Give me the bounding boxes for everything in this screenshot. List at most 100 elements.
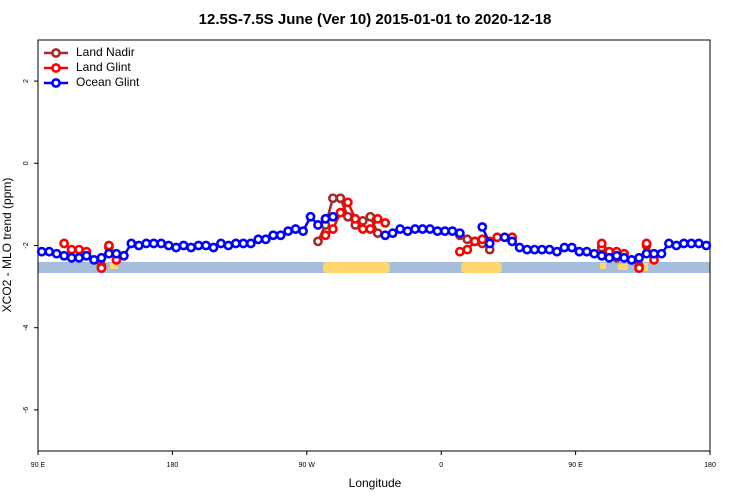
data-point (328, 211, 338, 222)
data-point (230, 238, 241, 249)
data-point (402, 226, 413, 237)
data-point (104, 248, 114, 259)
data-point (469, 236, 480, 247)
land-strip (618, 264, 628, 270)
data-point (447, 226, 458, 237)
x-tick-label: 90 E (568, 462, 583, 469)
data-point (104, 240, 114, 251)
data-point (260, 234, 271, 245)
data-point (59, 238, 70, 249)
data-point (372, 213, 383, 224)
data-point (298, 226, 308, 237)
legend-label: Ocean Glint (76, 75, 140, 89)
legend-marker (51, 48, 61, 58)
data-point (320, 230, 331, 241)
data-point (171, 242, 182, 253)
data-point (357, 215, 368, 226)
data-point (290, 224, 301, 234)
data-point (111, 248, 122, 259)
data-point (313, 236, 323, 247)
data-point (96, 263, 107, 274)
data-point (133, 240, 144, 251)
data-point (395, 224, 406, 234)
data-point (342, 197, 353, 208)
data-point (96, 252, 107, 263)
data-point (649, 248, 659, 259)
data-point (477, 222, 488, 232)
data-point (59, 250, 70, 261)
data-point (283, 226, 294, 237)
data-point (245, 238, 256, 249)
map-strip (38, 262, 710, 273)
data-point (51, 248, 62, 259)
legend-label: Land Glint (76, 60, 131, 74)
data-point (626, 254, 637, 265)
data-point (477, 234, 488, 245)
data-point (499, 232, 510, 243)
x-tick-label: 180 (704, 462, 716, 469)
data-point (357, 224, 368, 234)
x-tick-label: 90 W (299, 462, 316, 469)
data-point (581, 246, 592, 257)
data-point (514, 242, 525, 253)
x-axis-label: Longitude (349, 476, 402, 490)
data-point (462, 244, 473, 255)
data-point (507, 236, 518, 247)
data-point (193, 240, 204, 251)
y-tick-label: 2 (23, 79, 30, 83)
data-point (596, 238, 607, 249)
data-point (522, 244, 532, 255)
data-point (440, 226, 450, 237)
data-point (156, 238, 167, 249)
data-point (275, 230, 286, 241)
land-strip (600, 263, 606, 269)
data-point (148, 238, 159, 249)
data-point (671, 240, 682, 251)
data-point (619, 252, 630, 263)
data-point (223, 240, 234, 251)
data-point (380, 217, 391, 228)
data-point (678, 238, 689, 249)
data-point (552, 246, 562, 257)
data-point (365, 224, 376, 234)
data-point (305, 211, 316, 222)
data-point (36, 246, 47, 257)
data-point (253, 234, 264, 245)
data-point (641, 248, 652, 259)
data-point (342, 211, 353, 222)
data-point (589, 248, 600, 259)
y-axis-label: XCO2 - MLO trend (ppm) (0, 178, 14, 313)
data-point (201, 240, 211, 251)
data-point (454, 228, 465, 239)
legend-label: Land Nadir (76, 45, 135, 59)
data-point (664, 238, 674, 249)
data-point (432, 226, 443, 237)
data-point (462, 234, 473, 245)
data-point (335, 193, 346, 204)
data-point (372, 228, 383, 239)
data-point (74, 252, 84, 263)
land-strip (323, 262, 390, 273)
data-point (350, 213, 361, 224)
data-point (566, 242, 577, 253)
y-tick-label: -6 (23, 407, 30, 413)
data-point (454, 246, 465, 257)
data-point (118, 250, 129, 261)
data-point (126, 238, 137, 249)
data-point (492, 232, 503, 243)
x-tick-label: 180 (167, 462, 179, 469)
land-strip (640, 263, 648, 271)
data-point (641, 238, 652, 249)
data-point (559, 242, 570, 253)
data-point (529, 244, 540, 255)
data-point (425, 224, 435, 234)
data-point (74, 244, 84, 255)
y-tick-label: -2 (23, 242, 30, 248)
data-point (365, 211, 376, 222)
data-point (208, 242, 219, 253)
land-strip (110, 263, 118, 269)
chart-title: 12.5S-7.5S June (Ver 10) 2015-01-01 to 2… (199, 11, 552, 28)
